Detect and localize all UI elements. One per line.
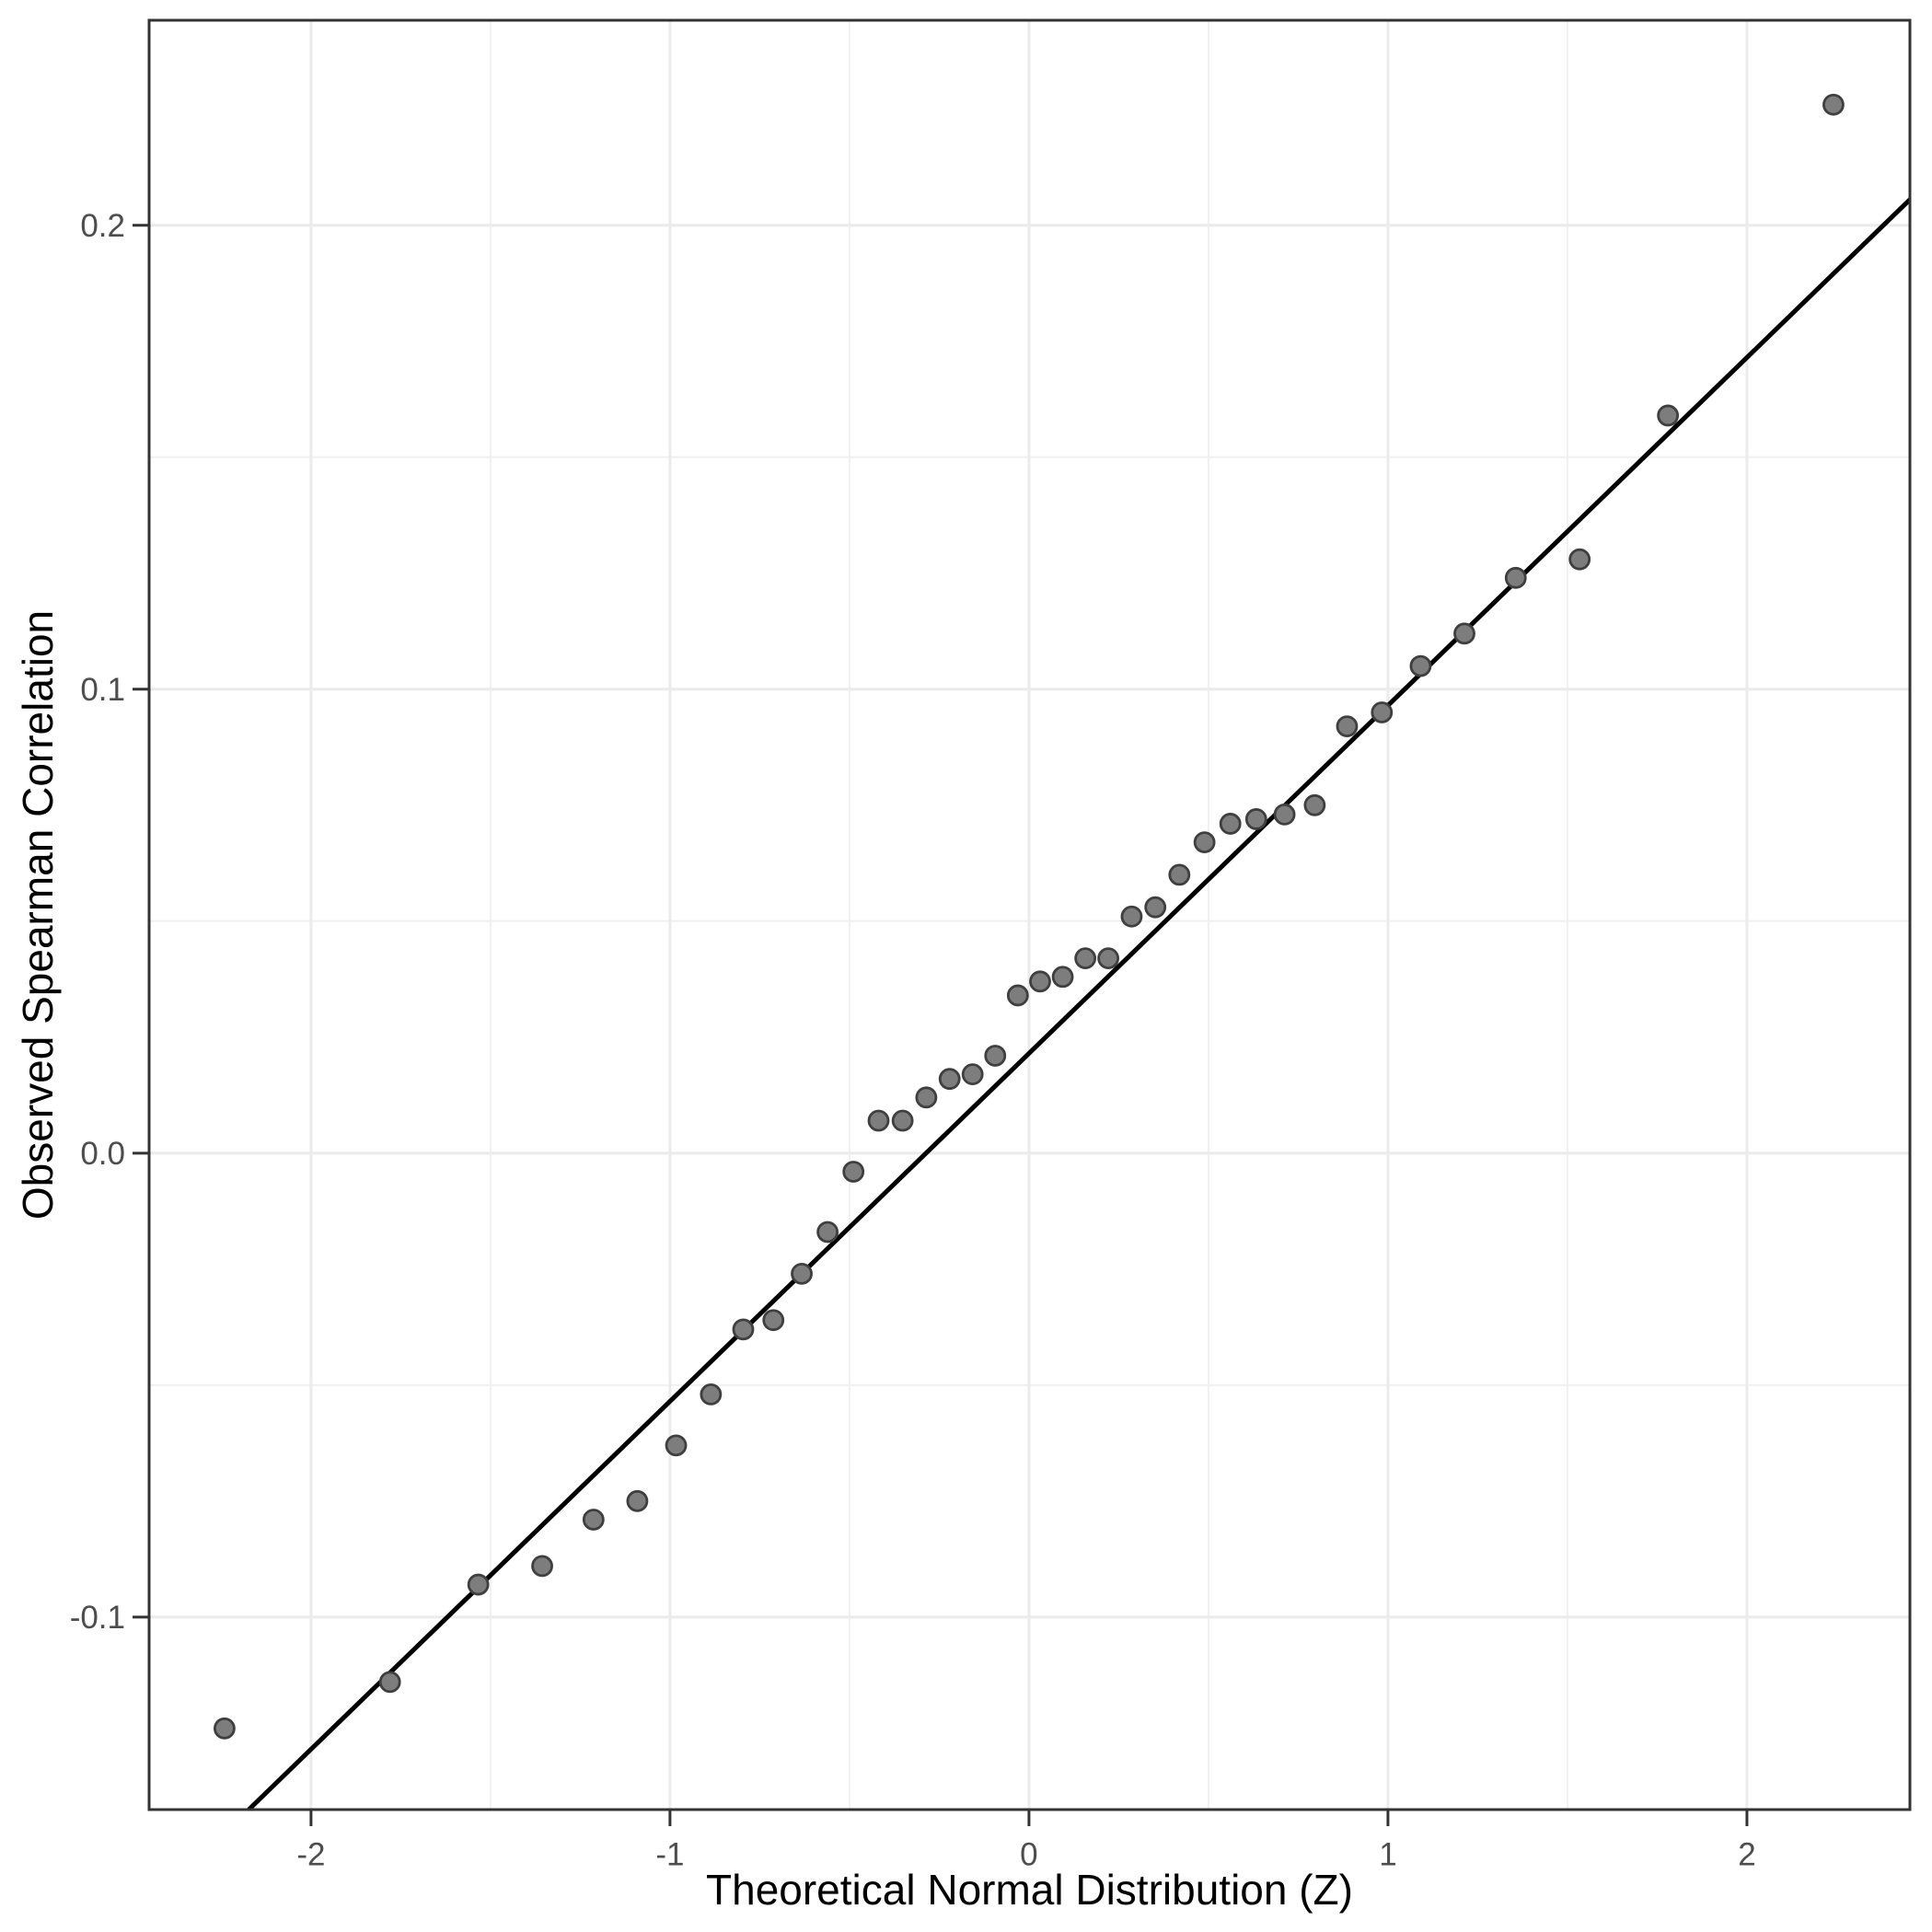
- data-point: [984, 1045, 1007, 1067]
- data-point: [891, 1109, 914, 1132]
- data-point: [1504, 566, 1527, 589]
- data-point: [1244, 808, 1267, 830]
- data-point: [1303, 793, 1326, 816]
- data-point: [732, 1318, 755, 1341]
- y-tick-label: 0.0: [80, 1136, 125, 1172]
- y-tick-label: 0.1: [80, 672, 125, 708]
- data-point: [531, 1555, 553, 1578]
- y-tick-label: -0.1: [70, 1600, 125, 1636]
- data-point: [1168, 863, 1191, 886]
- x-tick-label: 2: [1738, 1836, 1755, 1872]
- data-point: [378, 1671, 401, 1694]
- data-point: [1657, 404, 1680, 427]
- x-axis-tick-labels: -2 -1 0 1 2: [296, 1836, 1755, 1872]
- data-point: [791, 1262, 813, 1285]
- reference-line: [247, 198, 1912, 1811]
- y-axis-title: Observed Spearman Correlation: [14, 610, 62, 1220]
- data-point: [1273, 803, 1296, 826]
- data-point: [1051, 966, 1074, 989]
- data-point: [626, 1489, 649, 1512]
- x-axis-ticks: [309, 1810, 1749, 1826]
- data-point: [1822, 93, 1845, 116]
- data-point: [1144, 896, 1167, 919]
- x-tick-label: -1: [655, 1836, 684, 1872]
- data-point: [938, 1068, 961, 1091]
- data-point: [842, 1161, 865, 1183]
- data-point: [762, 1309, 785, 1332]
- data-point: [700, 1383, 723, 1406]
- data-point: [816, 1221, 839, 1244]
- data-point: [1219, 813, 1242, 835]
- data-point: [1006, 984, 1029, 1007]
- data-point: [1371, 701, 1394, 723]
- data-point: [867, 1109, 890, 1132]
- data-point: [915, 1086, 938, 1109]
- data-point: [1097, 947, 1120, 970]
- grid-major-lines: [149, 20, 1910, 1810]
- data-point: [665, 1434, 688, 1457]
- data-points: [214, 93, 1845, 1740]
- x-tick-label: 0: [1020, 1836, 1037, 1872]
- data-point: [1336, 715, 1359, 738]
- data-point: [1568, 548, 1591, 571]
- y-tick-label: 0.2: [80, 208, 125, 244]
- x-axis-title: Theoretical Normal Distribution (Z): [706, 1866, 1353, 1914]
- data-point: [214, 1717, 236, 1740]
- y-axis-ticks: [133, 224, 149, 1619]
- data-point: [1029, 970, 1051, 993]
- data-point: [582, 1509, 605, 1531]
- data-point: [961, 1063, 984, 1086]
- data-point: [1453, 622, 1475, 645]
- x-tick-label: 1: [1379, 1836, 1396, 1872]
- data-point: [1120, 905, 1143, 928]
- data-point: [1193, 831, 1216, 854]
- data-point: [467, 1573, 490, 1596]
- x-tick-label: -2: [296, 1836, 325, 1872]
- data-point: [1409, 654, 1432, 677]
- data-point: [1074, 947, 1097, 970]
- y-axis-tick-labels: -0.1 0.0 0.1 0.2: [70, 208, 125, 1636]
